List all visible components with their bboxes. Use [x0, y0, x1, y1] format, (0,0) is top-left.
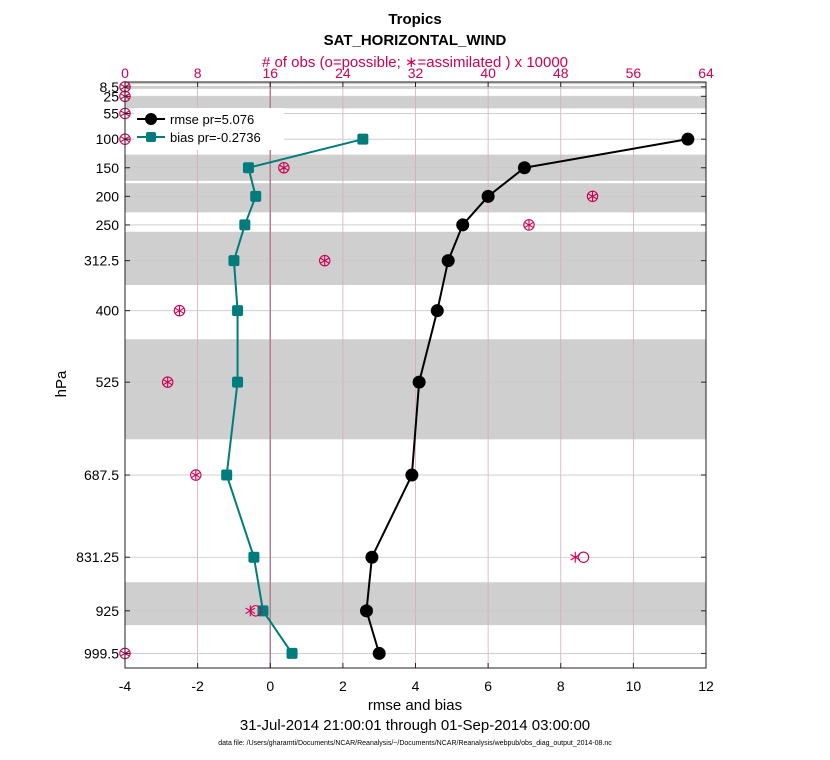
asterisk-stroke: [162, 378, 173, 386]
y-tick-label: 999.5: [84, 645, 119, 661]
y-tick-label: 525: [96, 374, 120, 390]
rmse-point: [405, 468, 419, 482]
top-x-tick-label: 56: [626, 65, 642, 81]
y-tick-label: 250: [96, 217, 120, 233]
y-tick-label: 312.5: [84, 253, 119, 269]
rmse-point: [430, 304, 444, 318]
bias-point: [242, 162, 254, 174]
top-x-tick-label: 48: [553, 65, 569, 81]
obs-possible-marker: [577, 551, 590, 563]
obs-assimilated-marker: [245, 605, 256, 617]
top-x-tick-label: 16: [262, 65, 278, 81]
chart-title: Tropics: [388, 11, 441, 28]
asterisk-stroke: [190, 471, 201, 479]
legend-rmse-label: rmse pr=5.076: [170, 112, 254, 127]
data-series: [221, 132, 695, 660]
obs-assimilated-marker: [587, 190, 598, 202]
legend-box: [134, 108, 284, 150]
asterisk-stroke: [278, 164, 289, 171]
obs-assimilated-marker: [319, 255, 330, 267]
y-tick-label: 100: [96, 131, 120, 147]
top-x-tick-label: 40: [480, 65, 496, 81]
x-tick-label: -2: [191, 678, 204, 694]
rmse-point: [441, 254, 455, 268]
x-tick-label: 0: [266, 678, 274, 694]
bias-point: [221, 469, 233, 481]
x-tick-label: 2: [339, 678, 347, 694]
bias-point: [239, 219, 251, 231]
top-axis-label: # of obs (o=possible; ∗=assimilated ) x …: [262, 54, 568, 71]
rmse-point: [681, 132, 695, 146]
x-tick-label: 4: [412, 678, 420, 694]
rmse-point: [359, 604, 373, 618]
y-tick-label: 687.5: [84, 467, 119, 483]
top-x-tick-label: 32: [408, 65, 424, 81]
obs-assimilated-marker: [174, 305, 185, 317]
legend: rmse pr=5.076 bias pr=-0.2736: [134, 108, 284, 150]
obs-assimilated-marker: [190, 469, 201, 481]
y-tick-label: 55: [103, 105, 119, 121]
bias-point: [250, 190, 262, 202]
rmse-point: [372, 646, 386, 660]
asterisk-stroke: [587, 193, 598, 200]
bias-point: [232, 305, 244, 317]
x-tick-label: 10: [626, 678, 642, 694]
asterisk-stroke: [523, 221, 535, 229]
x-tick-label: -4: [119, 678, 132, 694]
axis-ticks: -4 -2 0 2 4 6 8 10 120 8 16 24 32 40 48 56 648.525551001…: [76, 65, 714, 694]
rmse-point: [365, 550, 379, 564]
x-tick-label: 12: [698, 678, 714, 694]
chart-subtitle: SAT_HORIZONTAL_WIND: [324, 32, 507, 49]
bias-point: [248, 551, 260, 563]
date-range-label: 31-Jul-2014 21:00:01 through 01-Sep-2014…: [240, 717, 590, 734]
rmse-point: [481, 189, 495, 203]
y-tick-label: 925: [96, 603, 120, 619]
asterisk-stroke: [570, 554, 581, 561]
legend-bias-label: bias pr=-0.2736: [170, 130, 261, 145]
y-tick-label: 400: [96, 303, 120, 319]
x-tick-label: 8: [557, 678, 565, 694]
legend-bias-marker: [146, 132, 156, 142]
asterisk-stroke: [245, 607, 256, 615]
obs-assimilated-marker: [523, 219, 535, 231]
rmse-point: [456, 218, 470, 232]
top-x-tick-label: 8: [194, 65, 202, 81]
rmse-point: [412, 375, 426, 389]
obs-assimilated-marker: [278, 162, 289, 174]
bias-point: [286, 647, 298, 659]
y-tick-label: 25: [103, 88, 119, 104]
bias-point: [228, 255, 240, 267]
data-file-footnote: data file: /Users/gharamti/Documents/NCA…: [218, 740, 612, 747]
x-axis-label: rmse and bias: [368, 697, 462, 714]
y-tick-label: 8.5: [100, 79, 120, 95]
top-x-tick-label: 0: [121, 65, 129, 81]
top-x-tick-label: 64: [698, 65, 714, 81]
bias-point: [357, 133, 369, 145]
y-axis-label: hPa: [53, 370, 70, 397]
y-tick-label: 150: [96, 160, 120, 176]
y-tick-label: 831.25: [76, 549, 119, 565]
asterisk-stroke: [174, 307, 185, 314]
obs-assimilated-marker: [570, 551, 581, 563]
x-tick-label: 6: [484, 678, 492, 694]
bias-point: [232, 376, 244, 388]
legend-rmse-marker: [145, 113, 157, 125]
rmse-point: [517, 161, 531, 175]
top-x-tick-label: 24: [335, 65, 351, 81]
y-tick-label: 200: [96, 188, 120, 204]
obs-assimilated-marker: [162, 376, 173, 388]
asterisk-stroke: [319, 257, 330, 264]
